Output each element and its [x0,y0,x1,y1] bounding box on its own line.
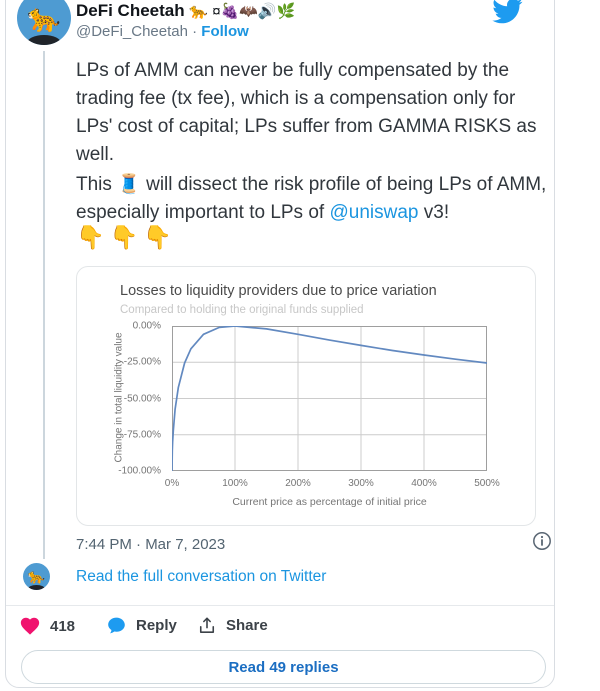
handle-separator: · [187,23,202,40]
reply-bubble-icon[interactable] [106,615,127,636]
chart-subtitle: Compared to holding the original funds s… [120,304,364,316]
cheetah-avatar-emoji: 🐆 [27,568,46,584]
impermanent-loss-curve [172,326,487,471]
x-tick: 300% [348,478,374,489]
like-count: 418 [50,617,76,635]
follow-button[interactable]: Follow [201,23,249,40]
twitter-bird-icon[interactable] [488,0,526,27]
author-handle[interactable]: @DeFi_Cheetah [76,23,188,40]
author-avatar[interactable]: 🐆 [17,0,71,45]
reply-label: Reply [136,617,177,634]
author-name: DeFi Cheetah [76,1,185,20]
author-handle-row: @DeFi_Cheetah · Follow [76,23,249,40]
author-name-emojis: 🐆 ¤🍇🦇🔊🌿 [189,3,296,20]
tweet-body-paragraph-2: This 🧵 will dissect the risk profile of … [76,171,552,227]
chart-plot-svg [172,326,487,471]
x-tick: 0% [164,478,180,489]
tweet-card: 🐆 DeFi Cheetah 🐆 ¤🍇🦇🔊🌿 @DeFi_Cheetah · F… [5,0,555,688]
tweet-p2-text-after: v3! [418,202,450,223]
info-icon[interactable] [532,531,552,551]
tweet-body-paragraph-1: LPs of AMM can never be fully compensate… [76,60,537,165]
chart-title: Losses to liquidity providers due to pri… [120,283,437,299]
chart-x-axis-label: Current price as percentage of initial p… [232,496,427,508]
y-tick: -100.00% [118,465,161,477]
chart-x-axis-ticks: 0% 100% 200% 300% 400% 500% [165,478,500,490]
tweet-timestamp[interactable]: 7:44 PM · Mar 7, 2023 [76,536,226,553]
y-tick: -50.00% [123,393,161,404]
reply-action[interactable]: Reply [106,615,177,636]
read-replies-button[interactable]: Read 49 replies [21,650,546,684]
chart-gridlines [172,326,487,471]
author-name-row[interactable]: DeFi Cheetah 🐆 ¤🍇🦇🔊🌿 [76,1,295,21]
chart-y-axis-label: Change in total liquidity value [113,332,125,463]
y-tick: -25.00% [123,356,161,368]
chart-image-card[interactable]: Losses to liquidity providers due to pri… [76,266,536,526]
tweet-p2-text-before: This 🧵 will dissect the risk profile of … [76,174,547,223]
heart-icon[interactable] [19,615,41,637]
thread-connector-line [43,51,45,559]
uniswap-mention-link[interactable]: @uniswap [329,202,419,223]
x-tick: 400% [411,478,437,489]
y-tick: 0.00% [132,320,161,332]
x-tick: 500% [474,478,500,489]
chart-y-axis-ticks: 0.00% -25.00% -50.00% -75.00% -100.00% [77,321,167,477]
cheetah-avatar-emoji: 🐆 [27,3,61,33]
pointing-down-emojis: 👇👇👇 [76,224,177,250]
read-full-conversation-link[interactable]: Read the full conversation on Twitter [76,568,327,585]
plot-border [172,326,487,471]
share-icon[interactable] [197,615,217,636]
y-tick: -75.00% [123,429,161,441]
actions-divider [6,605,554,606]
share-label: Share [226,617,268,634]
share-action[interactable]: Share [197,615,268,636]
like-action[interactable]: 418 [19,615,75,637]
x-tick: 200% [285,478,311,489]
x-tick: 100% [222,478,248,489]
conversation-avatar[interactable]: 🐆 [23,563,50,590]
